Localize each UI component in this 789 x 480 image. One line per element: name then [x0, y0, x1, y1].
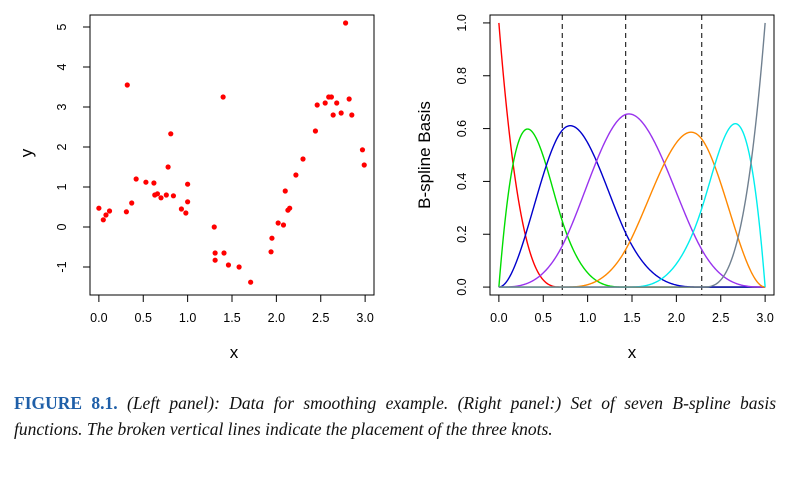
basis-curve-5 [498, 131, 766, 288]
scatter-point [225, 262, 232, 268]
scatter-point [334, 100, 340, 106]
scatter-point [185, 199, 191, 205]
scatter-point [300, 156, 306, 162]
scatter-point [346, 96, 352, 102]
scatter-point [343, 20, 349, 26]
scatter-point [280, 222, 287, 228]
scatter-point [129, 200, 135, 206]
right-x-tick-label: 2.0 [668, 311, 685, 325]
scatter-point [106, 208, 113, 214]
scatter-point [100, 217, 106, 223]
scatter-point [211, 224, 217, 230]
scatter-point [123, 209, 129, 215]
right-x-tick-label: 1.5 [623, 311, 640, 325]
scatter-point [158, 195, 164, 201]
left-x-tick-label: 2.5 [312, 311, 329, 325]
scatter-point [143, 179, 149, 185]
scatter-point [178, 206, 185, 212]
right-x-tick-label: 0.0 [490, 311, 507, 325]
right-y-tick-label: 0.8 [455, 67, 469, 84]
scatter-point [248, 279, 254, 285]
right-x-tick-label: 3.0 [756, 311, 773, 325]
left-y-tick-label: 2 [55, 143, 69, 150]
left-x-axis-label: x [230, 343, 239, 362]
left-x-tick-label: 0.0 [90, 311, 107, 325]
scatter-point [185, 181, 191, 187]
left-y-tick-label: -1 [55, 261, 69, 272]
scatter-point [282, 188, 288, 194]
scatter-point [275, 220, 281, 226]
scatter-point [168, 131, 174, 137]
left-y-tick-label: 5 [55, 23, 69, 30]
scatter-point [349, 112, 355, 118]
basis-curve-4 [498, 113, 766, 288]
left-x-tick-label: 1.5 [223, 311, 240, 325]
figure-caption-label: FIGURE 8.1. [14, 393, 118, 413]
right-y-tick-label: 0.4 [455, 173, 469, 190]
basis-curve-6 [498, 122, 766, 288]
right-y-tick-label: 1.0 [455, 14, 469, 31]
scatter-point [154, 191, 161, 197]
figure-caption: FIGURE 8.1. (Left panel): Data for smoot… [14, 390, 776, 442]
scatter-point [359, 147, 366, 153]
scatter-point [170, 193, 177, 199]
right-x-tick-label: 2.5 [712, 311, 729, 325]
right-x-tick-label: 1.0 [579, 311, 596, 325]
right-panel-bspline: 0.0 0.5 1.0 1.5 2.0 2.5 3.0 0.0 0.2 0.4 0.6 0.8 1.0… [415, 14, 775, 362]
left-y-tick-label: 4 [55, 63, 69, 70]
right-y-tick-label: 0.6 [455, 120, 469, 137]
right-x-tick-label: 0.5 [535, 311, 552, 325]
right-y-axis-label: B-spline Basis [415, 101, 434, 209]
scatter-point [103, 212, 109, 218]
basis-curve-2 [498, 128, 766, 288]
left-y-tick-label: 3 [55, 103, 69, 110]
scatter-point [361, 162, 367, 168]
left-y-tick-label: 1 [55, 183, 69, 190]
scatter-point [220, 94, 226, 100]
scatter-point [312, 128, 319, 134]
scatter-point [151, 180, 157, 186]
left-plot-frame [89, 14, 375, 296]
scatter-point [165, 164, 171, 170]
scatter-point [269, 235, 275, 241]
figure-caption-text: (Left panel): Data for smoothing example… [14, 393, 777, 439]
right-y-tick-label: 0.2 [455, 226, 469, 243]
scatter-point [183, 210, 189, 216]
scatter-point [124, 82, 130, 88]
right-plot-frame [489, 14, 775, 296]
scatter-point [212, 257, 218, 263]
scatter-point [314, 102, 320, 108]
scatter-point [221, 250, 227, 256]
left-x-tick-label: 0.5 [135, 311, 152, 325]
scatter-point [293, 172, 299, 178]
scatter-point [96, 205, 102, 211]
scatter-point [236, 264, 242, 270]
left-x-tick-label: 3.0 [356, 311, 373, 325]
scatter-point [328, 94, 334, 100]
scatter-point [268, 249, 274, 255]
basis-curve-1 [498, 22, 766, 288]
right-y-tick-label: 0.0 [455, 278, 469, 295]
scatter-point [163, 192, 169, 198]
basis-curve-7 [498, 22, 766, 288]
scatter-point [322, 100, 328, 106]
scatter-point [133, 176, 139, 182]
scatter-point [330, 112, 336, 118]
left-y-axis-label: y [17, 148, 36, 157]
scatter-point [287, 205, 293, 211]
left-x-tick-label: 1.0 [179, 311, 196, 325]
left-x-tick-label: 2.0 [268, 311, 285, 325]
left-panel-scatter: 0.0 0.5 1.0 1.5 2.0 2.5 3.0 -1 0 1 2 3 4 5 x y [17, 14, 375, 362]
left-y-tick-label: 0 [55, 223, 69, 230]
basis-curve-3 [498, 125, 766, 288]
scatter-point [338, 110, 344, 116]
right-x-axis-label: x [628, 343, 637, 362]
scatter-point [212, 250, 218, 256]
